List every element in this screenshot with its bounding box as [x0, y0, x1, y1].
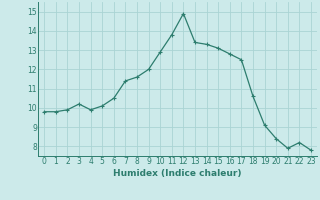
X-axis label: Humidex (Indice chaleur): Humidex (Indice chaleur)	[113, 169, 242, 178]
